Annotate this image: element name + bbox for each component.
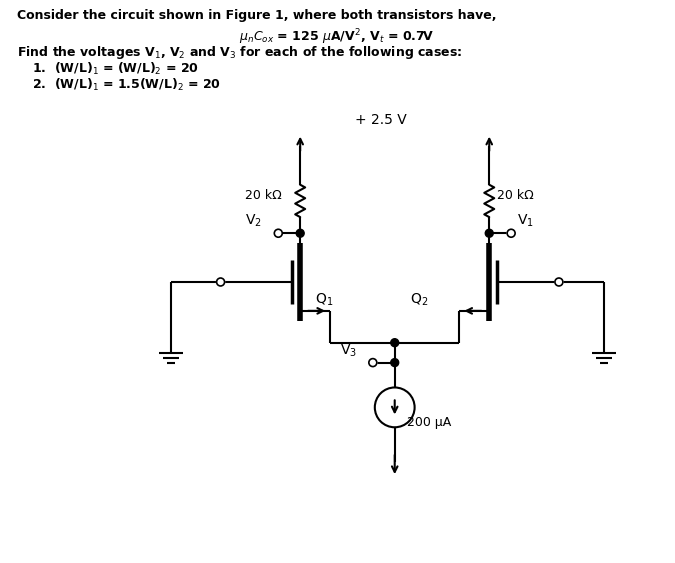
Text: V$_2$: V$_2$ [246,213,263,229]
Text: Consider the circuit shown in Figure 1, where both transistors have,: Consider the circuit shown in Figure 1, … [17,10,496,23]
Text: 20 kΩ: 20 kΩ [246,189,282,203]
Circle shape [217,278,225,286]
Text: 20 kΩ: 20 kΩ [497,189,534,203]
Circle shape [274,229,282,237]
Circle shape [369,359,377,367]
Circle shape [391,339,399,347]
Circle shape [485,229,493,237]
Text: $\mu_nC_{ox}$ = 125 $\mu$A/V$^2$, V$_t$ = 0.7V: $\mu_nC_{ox}$ = 125 $\mu$A/V$^2$, V$_t$ … [240,27,435,47]
Text: Q$_2$: Q$_2$ [410,292,428,309]
Text: 2.  (W/L)$_1$ = 1.5(W/L)$_2$ = 20: 2. (W/L)$_1$ = 1.5(W/L)$_2$ = 20 [32,77,221,93]
Circle shape [296,229,304,237]
Text: V$_3$: V$_3$ [340,342,357,359]
Text: V$_1$: V$_1$ [517,213,534,229]
Text: 200 μA: 200 μA [406,416,451,429]
Circle shape [391,359,399,367]
Circle shape [507,229,515,237]
Text: + 2.5 V: + 2.5 V [355,113,406,127]
Text: 1.  (W/L)$_1$ = (W/L)$_2$ = 20: 1. (W/L)$_1$ = (W/L)$_2$ = 20 [32,61,198,77]
Text: Find the voltages V$_1$, V$_2$ and V$_3$ for each of the following cases:: Find the voltages V$_1$, V$_2$ and V$_3$… [17,44,462,61]
Circle shape [555,278,563,286]
Text: Q$_1$: Q$_1$ [315,292,333,309]
